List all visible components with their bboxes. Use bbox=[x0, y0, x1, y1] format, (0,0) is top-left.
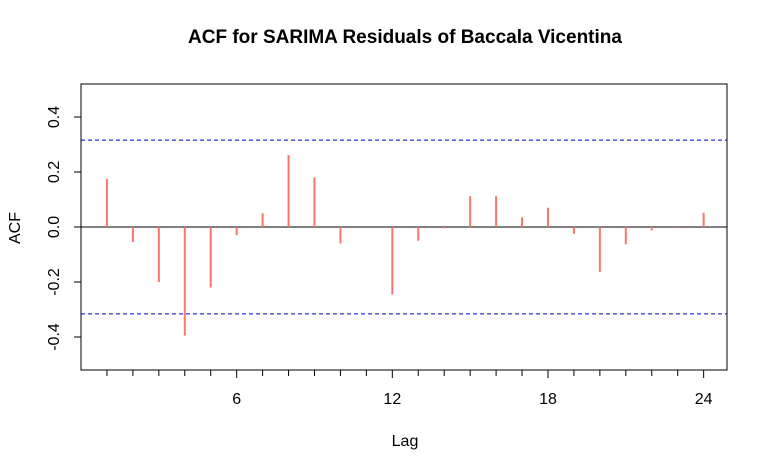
x-tick-label-6: 6 bbox=[232, 391, 241, 408]
y-axis-label: ACF bbox=[7, 212, 24, 244]
y-tick-label-0: -0.4 bbox=[46, 323, 63, 351]
y-tick-label-2: 0.0 bbox=[46, 216, 63, 238]
x-tick-label-18: 18 bbox=[539, 391, 557, 408]
x-tick-label-12: 12 bbox=[383, 391, 401, 408]
y-tick-label-3: 0.2 bbox=[46, 161, 63, 183]
y-tick-label-4: 0.4 bbox=[46, 106, 63, 128]
plot-area: 6 12 18 24 -0.4 -0.2 0.0 0.2 0.4 bbox=[46, 83, 728, 408]
x-axis-label: Lag bbox=[392, 433, 419, 450]
x-tick-label-24: 24 bbox=[695, 391, 713, 408]
chart-title: ACF for SARIMA Residuals of Baccala Vice… bbox=[188, 27, 622, 48]
y-tick-label-1: -0.2 bbox=[46, 268, 63, 296]
